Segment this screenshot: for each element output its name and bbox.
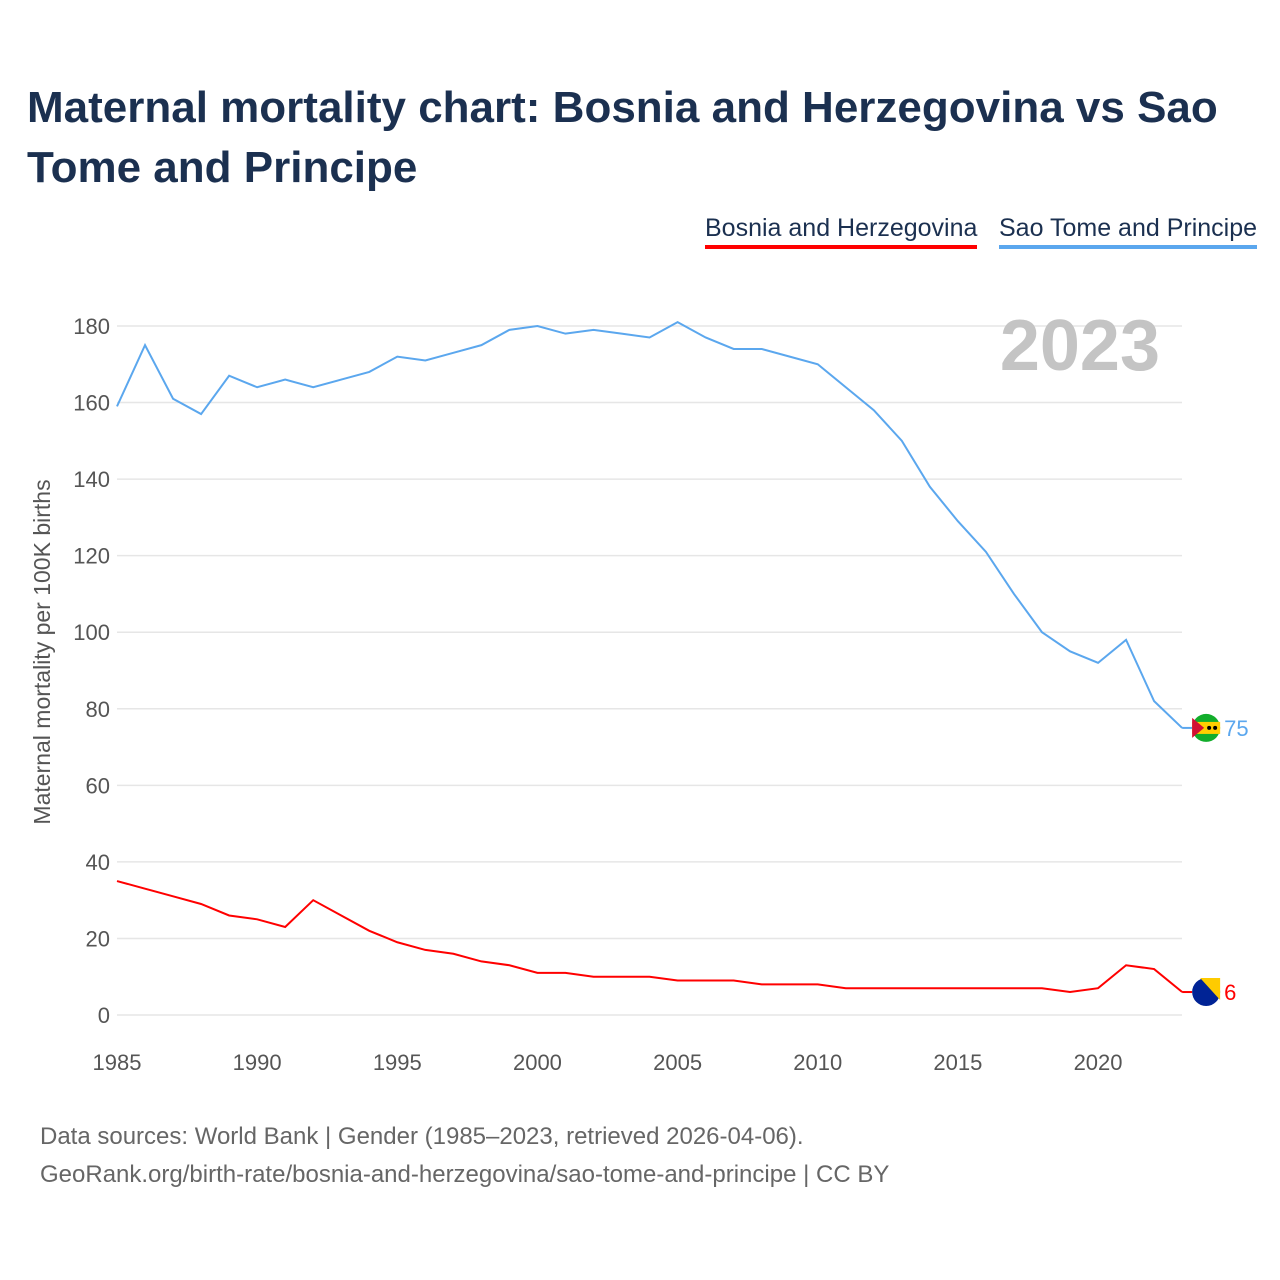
y-tick-label: 20 bbox=[86, 926, 110, 951]
x-tick-label: 2010 bbox=[793, 1050, 842, 1075]
y-tick-label: 160 bbox=[73, 391, 110, 416]
flag-star bbox=[1207, 725, 1212, 730]
y-tick-label: 40 bbox=[86, 850, 110, 875]
source-line-1: Data sources: World Bank | Gender (1985–… bbox=[40, 1123, 804, 1150]
source-line-2[interactable]: GeoRank.org/birth-rate/bosnia-and-herzeg… bbox=[40, 1161, 890, 1188]
x-tick-label: 1995 bbox=[373, 1050, 422, 1075]
source-note: Data sources: World Bank | Gender (1985–… bbox=[40, 1118, 889, 1194]
legend-item-bosnia[interactable]: Bosnia and Herzegovina bbox=[705, 214, 978, 249]
chart-title: Maternal mortality chart: Bosnia and Her… bbox=[27, 83, 1218, 192]
y-axis-label: Maternal mortality per 100K births bbox=[29, 479, 55, 824]
end-value-label: 6 bbox=[1224, 980, 1236, 1005]
x-tick-label: 2015 bbox=[933, 1050, 982, 1075]
y-tick-label: 0 bbox=[98, 1003, 110, 1028]
x-tick-label: 2020 bbox=[1074, 1050, 1123, 1075]
x-tick-label: 1985 bbox=[93, 1050, 142, 1075]
series-line-sao-tome bbox=[116, 321, 1183, 729]
flag-star bbox=[1213, 725, 1218, 730]
x-tick-label: 2005 bbox=[653, 1050, 702, 1075]
y-tick-label: 180 bbox=[73, 314, 110, 339]
bosnia-flag-icon bbox=[1192, 978, 1221, 1007]
y-tick-label: 60 bbox=[86, 773, 110, 798]
x-tick-label: 2000 bbox=[513, 1050, 562, 1075]
flag-yellow-triangle bbox=[1200, 978, 1221, 1001]
line-chart: 0 20 40 60 80 100 120 140 160 180 1985 1990 1995 200… bbox=[29, 306, 1249, 1075]
flag-red-triangle bbox=[1192, 717, 1205, 738]
legend-item-sao-tome[interactable]: Sao Tome and Principe bbox=[999, 214, 1258, 249]
y-tick-label: 120 bbox=[73, 544, 110, 569]
y-tick-label: 100 bbox=[73, 620, 110, 645]
end-value-label: 75 bbox=[1224, 716, 1248, 741]
series-line-bosnia bbox=[116, 880, 1183, 994]
year-label: 2023 bbox=[1000, 306, 1160, 386]
y-tick-label: 80 bbox=[86, 697, 110, 722]
y-tick-label: 140 bbox=[73, 467, 110, 492]
x-tick-label: 1990 bbox=[233, 1050, 282, 1075]
sao-tome-flag-icon bbox=[1192, 713, 1221, 742]
